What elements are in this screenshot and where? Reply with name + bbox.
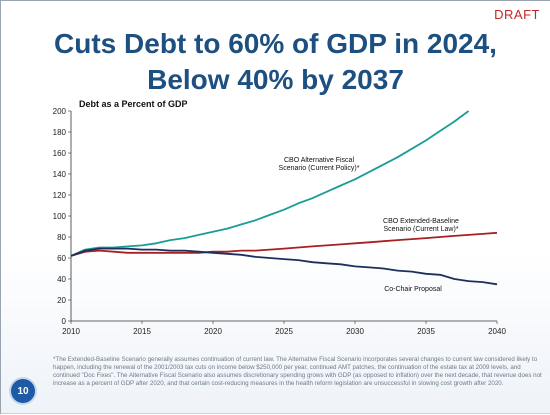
x-tick-label: 2020 — [204, 327, 222, 336]
y-tick-label: 200 — [53, 107, 67, 116]
series-label-line: Co-Chair Proposal — [384, 286, 442, 293]
y-tick-label: 60 — [57, 254, 66, 263]
y-tick-label: 0 — [62, 317, 67, 326]
footnote: *The Extended-Baseline Scenario generall… — [53, 356, 542, 387]
chart-series-labels: CBO Alternative Fiscal Scenario (Current … — [279, 157, 459, 293]
x-tick-label: 2035 — [417, 327, 435, 336]
page-number-badge: 10 — [11, 379, 35, 403]
series-line-cbo-extended-baseline-scenario-current-law — [70, 231, 498, 257]
series-label-co-chair-proposal: Co-Chair Proposal — [384, 286, 442, 293]
series-line-co-chair-proposal — [70, 247, 498, 286]
x-tick-label: 2030 — [346, 327, 364, 336]
y-tick-label: 180 — [53, 128, 67, 137]
y-tick-label: 20 — [57, 296, 66, 305]
slide-title-line1: Cuts Debt to 60% of GDP in 2024, — [54, 28, 497, 59]
series-label-cbo-extended-baseline-scenario-current-law: CBO Extended-Baseline Scenario (Current L… — [383, 218, 459, 233]
y-tick-label: 140 — [53, 170, 67, 179]
x-tick-label: 2040 — [488, 327, 506, 336]
x-tick-label: 2025 — [275, 327, 293, 336]
y-tick-label: 40 — [57, 275, 66, 284]
x-tick-label: 2015 — [133, 327, 151, 336]
x-tick-label: 2010 — [62, 327, 80, 336]
y-tick-label: 160 — [53, 149, 67, 158]
y-tick-label: 100 — [53, 212, 67, 221]
series-label-line: CBO Extended-Baseline — [383, 218, 459, 225]
chart-series — [70, 110, 498, 286]
series-label-line: CBO Alternative Fiscal — [284, 157, 354, 164]
y-tick-label: 80 — [57, 233, 66, 242]
y-tick-label: 120 — [53, 191, 67, 200]
draft-label: DRAFT — [494, 7, 540, 22]
series-label-cbo-alternative-fiscal-scenario-current-policy: CBO Alternative Fiscal Scenario (Current … — [279, 157, 360, 172]
slide-title-line2: Below 40% by 2037 — [147, 64, 404, 95]
chart-title: Debt as a Percent of GDP — [79, 99, 188, 109]
series-label-line: Scenario (Current Policy)* — [279, 165, 360, 172]
series-line-cbo-alternative-fiscal-scenario-current-policy — [70, 110, 470, 257]
series-label-line: Scenario (Current Law)* — [383, 226, 458, 233]
